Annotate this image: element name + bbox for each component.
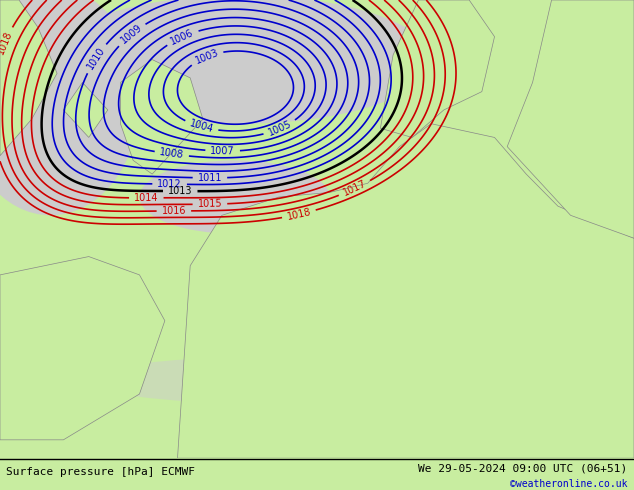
Text: 1018: 1018 [0, 30, 15, 56]
Polygon shape [178, 123, 634, 458]
Ellipse shape [0, 0, 139, 215]
Ellipse shape [139, 160, 330, 234]
Ellipse shape [89, 357, 418, 403]
Text: We 29-05-2024 09:00 UTC (06+51): We 29-05-2024 09:00 UTC (06+51) [418, 464, 628, 473]
Text: 1009: 1009 [119, 23, 144, 46]
Text: Surface pressure [hPa] ECMWF: Surface pressure [hPa] ECMWF [6, 466, 195, 477]
Text: 1011: 1011 [198, 173, 222, 183]
Ellipse shape [51, 0, 431, 123]
Text: 1005: 1005 [267, 119, 293, 138]
Text: ©weatheronline.co.uk: ©weatheronline.co.uk [510, 479, 628, 490]
Text: 1003: 1003 [193, 48, 220, 66]
Text: 1013: 1013 [168, 186, 193, 196]
Polygon shape [0, 257, 165, 440]
Polygon shape [380, 0, 495, 138]
Text: 1007: 1007 [210, 146, 235, 156]
Text: 1016: 1016 [162, 206, 186, 216]
Text: 1006: 1006 [169, 27, 195, 47]
Polygon shape [0, 0, 57, 156]
Polygon shape [507, 0, 634, 238]
Text: 1004: 1004 [188, 119, 214, 135]
Polygon shape [63, 82, 108, 138]
Text: 1008: 1008 [159, 147, 184, 161]
Text: 1017: 1017 [342, 179, 368, 198]
Text: 1012: 1012 [157, 179, 182, 189]
Polygon shape [120, 60, 203, 174]
Text: 1015: 1015 [198, 199, 223, 209]
Text: 1010: 1010 [85, 45, 107, 71]
Text: 1018: 1018 [286, 207, 312, 222]
Text: 1014: 1014 [134, 193, 158, 203]
